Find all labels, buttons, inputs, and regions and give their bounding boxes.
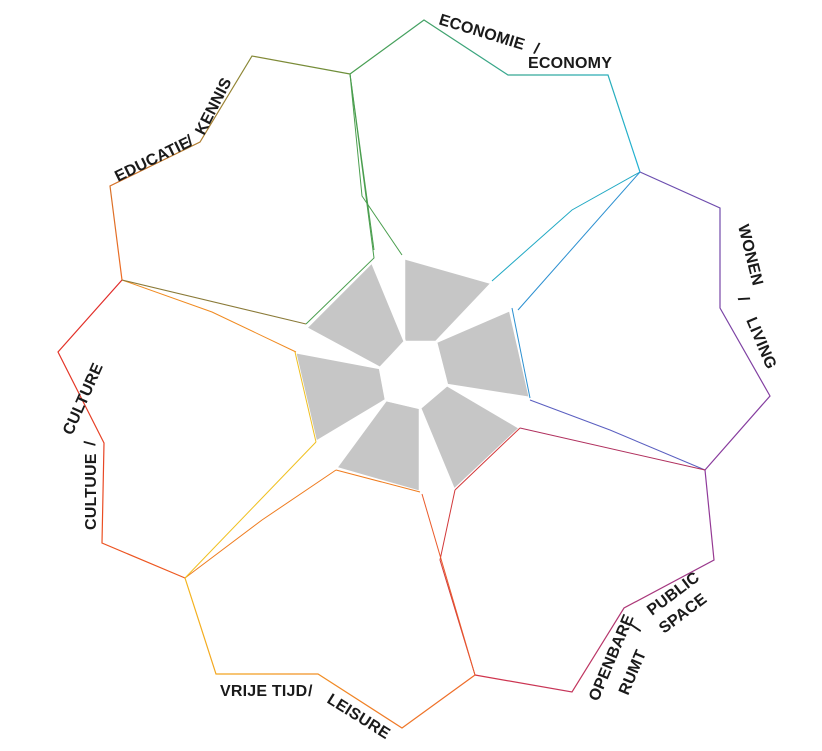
petal-outline-economy [349, 19, 641, 173]
label-leisure-en: LEISURE [324, 691, 393, 743]
edge-culture-inner [294, 351, 317, 443]
label-education-sep: / [184, 132, 196, 149]
label-economy: ECONOMIE / [437, 12, 542, 59]
edge-living-inner [511, 307, 531, 399]
petal-inner-edges [121, 73, 706, 676]
petal-outline-living [639, 171, 771, 471]
label-living-nl: WONEN [734, 223, 766, 288]
petals [57, 19, 771, 729]
label-leisure-sep: / [308, 683, 313, 700]
edge-education-bottom [121, 279, 307, 325]
label-culture-sep: / [82, 440, 99, 446]
edge-public-bottom [439, 489, 476, 676]
label-living-en: LIVING [742, 315, 779, 372]
petal-outline-culture [57, 279, 186, 579]
core-segment-education [304, 260, 407, 370]
edge-living-bottom [529, 399, 706, 471]
edge-education-right [305, 73, 375, 325]
edge-living-top [517, 171, 641, 311]
core-segment-public-space [418, 383, 522, 492]
label-education-nl: EDUCATIE [112, 134, 193, 185]
label-public-sep: / [628, 622, 646, 633]
edge-leisure-inner [335, 469, 421, 493]
edge-leisure-right [421, 493, 476, 676]
label-leisure-nl: VRIJE TIJD [220, 683, 307, 700]
edge-public-inner [454, 427, 521, 491]
label-culture-nl: CULTUUE [83, 453, 100, 530]
label-culture-en: CULTURE [60, 361, 107, 438]
petal-outline-public-space [474, 469, 715, 693]
edge-culture-top [121, 279, 297, 353]
label-education-en: KENNIS [192, 75, 235, 138]
edge-culture-bottom [184, 441, 317, 579]
label-living-sep: / [734, 295, 752, 304]
edge-economy-left [349, 73, 403, 256]
edge-public-top [519, 427, 706, 471]
petal-outline-leisure [184, 577, 476, 729]
label-economy-en: ECONOMY [528, 55, 612, 72]
center-hub [378, 341, 449, 410]
petal-outline-education [109, 55, 351, 281]
edge-leisure-left [184, 469, 337, 579]
edge-economy-right [491, 171, 641, 282]
center-core [293, 256, 532, 494]
